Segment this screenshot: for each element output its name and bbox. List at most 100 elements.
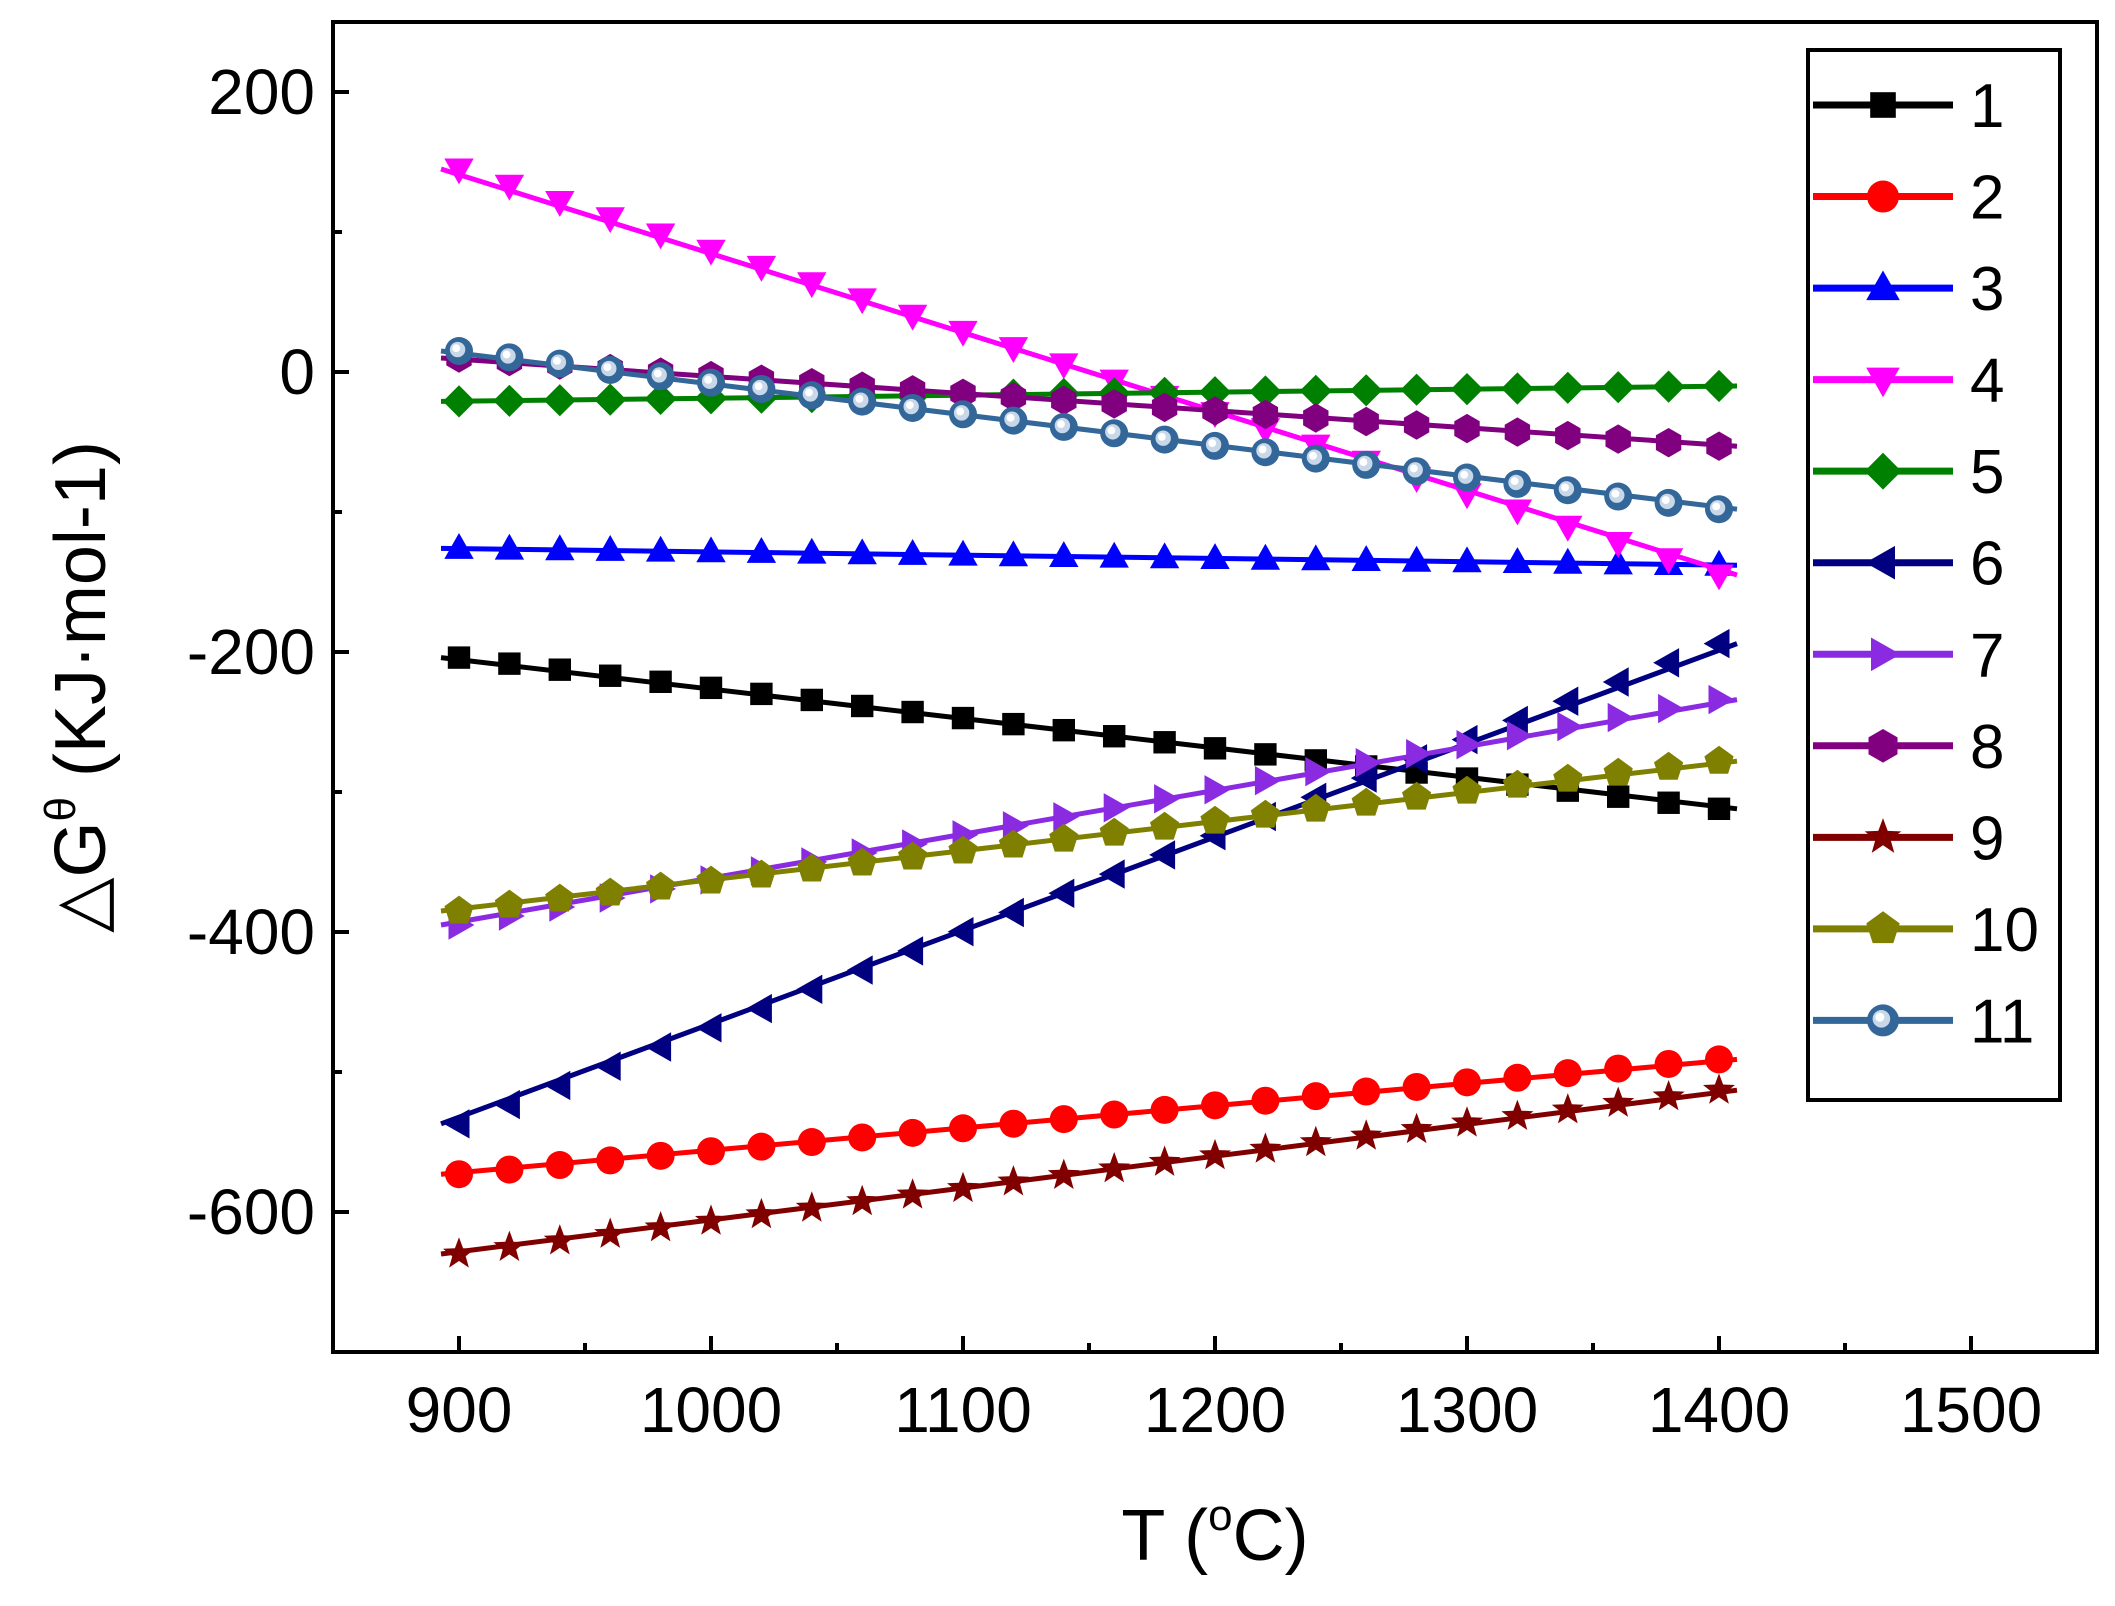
data-point-8 bbox=[1504, 417, 1531, 447]
data-point-1 bbox=[1707, 797, 1731, 820]
data-point-5 bbox=[1299, 374, 1332, 407]
data-point-4 bbox=[1502, 499, 1533, 526]
series-10 bbox=[440, 745, 1738, 924]
legend-label: 4 bbox=[1970, 347, 2004, 416]
legend: 1 2 3 4 5 6 7 8 9 10 11 bbox=[1806, 48, 2062, 1102]
x-tick-label: 1400 bbox=[1648, 1374, 1790, 1446]
data-point-10 bbox=[948, 835, 978, 864]
data-point-4 bbox=[1603, 532, 1633, 558]
data-point-11 bbox=[1201, 431, 1229, 460]
data-point-10 bbox=[1402, 781, 1432, 810]
data-point-4 bbox=[746, 255, 777, 282]
legend-marker bbox=[1866, 911, 1900, 944]
data-point-4 bbox=[545, 191, 575, 217]
data-point-2 bbox=[1150, 1095, 1179, 1124]
data-point-11 bbox=[848, 387, 877, 416]
data-point-10 bbox=[1150, 811, 1180, 840]
data-point-9 bbox=[695, 1204, 727, 1235]
data-point-5 bbox=[1652, 370, 1685, 403]
legend-item: 5 bbox=[1813, 438, 2004, 507]
data-point-4 bbox=[998, 337, 1029, 363]
data-point-9 bbox=[997, 1165, 1030, 1196]
data-point-3 bbox=[847, 538, 877, 565]
series-3 bbox=[440, 533, 1738, 576]
data-point-2 bbox=[1100, 1100, 1129, 1129]
legend-box bbox=[1806, 48, 2062, 1102]
data-point-6 bbox=[1048, 878, 1075, 908]
data-point-10 bbox=[746, 859, 776, 888]
data-point-2 bbox=[1049, 1105, 1078, 1134]
data-point-6 bbox=[443, 1109, 470, 1139]
data-point-6 bbox=[1502, 705, 1528, 736]
data-point-5 bbox=[1702, 369, 1736, 403]
data-point-2 bbox=[596, 1146, 625, 1175]
data-point-5 bbox=[1350, 374, 1383, 407]
data-point-11 bbox=[1352, 450, 1381, 479]
data-point-11 bbox=[1150, 425, 1179, 454]
data-point-9 bbox=[947, 1171, 979, 1203]
x-tick-label: 900 bbox=[406, 1374, 513, 1446]
series-7 bbox=[440, 684, 1738, 940]
data-point-3 bbox=[1200, 543, 1230, 569]
legend-item: 9 bbox=[1813, 804, 2004, 873]
data-point-1 bbox=[1103, 725, 1126, 748]
data-point-4 bbox=[595, 207, 625, 234]
data-point-9 bbox=[1249, 1132, 1282, 1163]
legend-item: 6 bbox=[1813, 530, 2004, 599]
data-point-9 bbox=[594, 1217, 627, 1248]
data-point-3 bbox=[1250, 543, 1281, 570]
y-tick-label: 0 bbox=[279, 336, 315, 408]
data-point-10 bbox=[696, 865, 726, 894]
legend-item: 4 bbox=[1813, 347, 2004, 416]
data-point-10 bbox=[1704, 745, 1734, 774]
data-point-5 bbox=[1450, 373, 1484, 406]
data-point-3 bbox=[645, 535, 676, 562]
data-point-9 bbox=[1350, 1119, 1383, 1150]
data-point-6 bbox=[897, 936, 924, 966]
data-point-3 bbox=[998, 540, 1029, 567]
data-point-2 bbox=[545, 1151, 574, 1180]
data-point-9 bbox=[795, 1191, 828, 1222]
data-point-4 bbox=[847, 288, 877, 315]
legend-marker bbox=[1866, 367, 1900, 398]
data-point-2 bbox=[1352, 1077, 1381, 1106]
data-point-7 bbox=[1708, 684, 1735, 715]
legend-marker bbox=[1865, 545, 1895, 580]
data-point-11 bbox=[1705, 495, 1733, 524]
data-point-3 bbox=[897, 539, 928, 565]
series-9 bbox=[440, 1073, 1738, 1268]
data-point-9 bbox=[1501, 1099, 1534, 1130]
data-point-2 bbox=[949, 1114, 977, 1143]
data-point-10 bbox=[1250, 799, 1280, 828]
data-point-3 bbox=[1351, 545, 1381, 571]
y-tick-label: -400 bbox=[187, 896, 315, 968]
data-point-11 bbox=[999, 406, 1028, 435]
data-point-3 bbox=[545, 534, 575, 561]
data-point-11 bbox=[1100, 419, 1129, 448]
data-point-11 bbox=[697, 368, 725, 397]
data-point-5 bbox=[1400, 373, 1433, 406]
data-point-11 bbox=[1604, 482, 1633, 511]
legend-marker bbox=[1870, 92, 1896, 118]
data-point-10 bbox=[545, 883, 575, 912]
data-point-5 bbox=[493, 384, 526, 417]
data-point-1 bbox=[1203, 737, 1227, 760]
data-point-9 bbox=[1652, 1080, 1685, 1111]
data-point-5 bbox=[1501, 372, 1534, 405]
data-point-3 bbox=[444, 533, 474, 559]
data-point-4 bbox=[444, 158, 474, 185]
data-point-2 bbox=[1201, 1091, 1229, 1120]
data-point-3 bbox=[1502, 547, 1533, 573]
data-point-3 bbox=[1603, 548, 1633, 575]
data-point-4 bbox=[696, 239, 726, 266]
data-point-3 bbox=[1401, 545, 1432, 572]
data-point-7 bbox=[1456, 730, 1483, 760]
legend-marker bbox=[1871, 637, 1901, 672]
data-point-1 bbox=[901, 700, 924, 724]
y-tick-label: -200 bbox=[187, 616, 315, 688]
data-point-8 bbox=[1252, 399, 1279, 430]
data-point-9 bbox=[1703, 1073, 1735, 1104]
data-point-9 bbox=[1451, 1106, 1483, 1137]
data-point-2 bbox=[1503, 1063, 1532, 1092]
data-point-2 bbox=[1705, 1045, 1733, 1074]
